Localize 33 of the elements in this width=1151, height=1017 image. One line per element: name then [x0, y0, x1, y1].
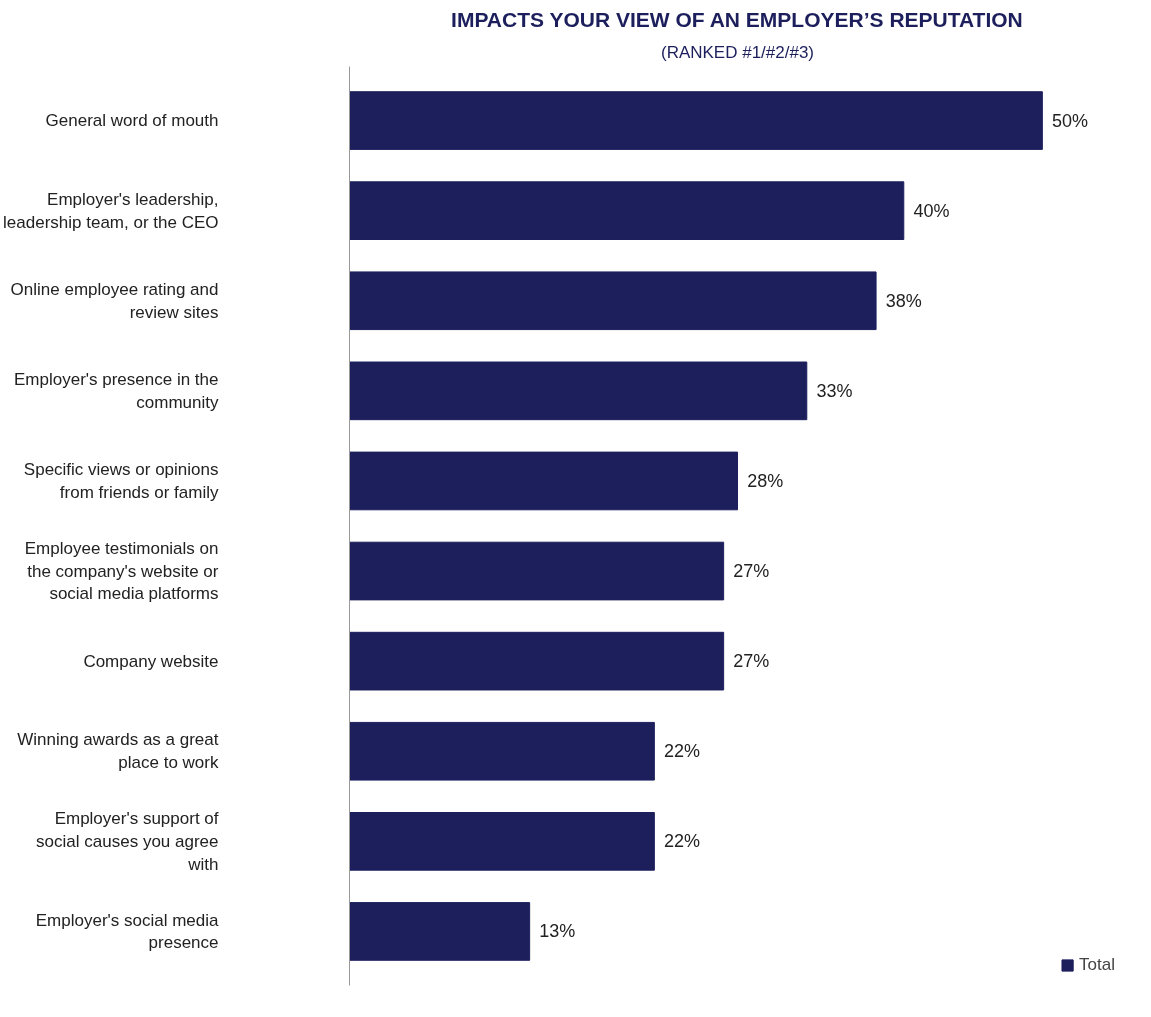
bar	[349, 451, 738, 511]
bar	[349, 812, 655, 871]
data-label: 28%	[747, 470, 784, 491]
data-label: 13%	[539, 921, 576, 942]
y-tick-label: General word of mouth	[45, 111, 219, 131]
y-tick-label: Company website	[83, 651, 219, 671]
chart-title: IMPACTS YOUR VIEW OF AN EMPLOYER’S REPUTATION	[451, 7, 1023, 31]
y-tick-label: Employer's presence in the community	[13, 369, 219, 412]
y-tick-label: Employee testimonials on the company's website or social media platforms	[24, 538, 219, 604]
y-tick-label: Online employee rating and review sites	[10, 279, 219, 322]
y-tick-label: Employer's support of social causes you agree with	[36, 809, 219, 874]
legend-label: Total	[1079, 955, 1115, 975]
chart-subtitle: (RANKED #1/#2/#3)	[660, 42, 815, 62]
data-label: 50%	[1052, 110, 1089, 131]
y-tick-label: Winning awards as a great place to work	[17, 730, 219, 773]
data-label: 40%	[913, 200, 950, 221]
y-tick-label: Employer's leadership, leadership team, or the CEO	[3, 189, 219, 232]
data-label: 22%	[664, 831, 701, 852]
bar	[349, 361, 808, 421]
data-label: 38%	[885, 290, 922, 311]
bar	[349, 181, 905, 240]
data-label: 27%	[733, 651, 770, 672]
data-label: 27%	[733, 561, 770, 582]
bar	[349, 902, 531, 961]
bar	[349, 271, 877, 331]
bar	[349, 721, 655, 781]
bar	[349, 631, 725, 691]
data-label: 33%	[816, 380, 853, 401]
y-tick-label: Specific views or opinions from friends or family	[23, 460, 219, 502]
data-label: 22%	[664, 741, 701, 762]
bar	[349, 91, 1043, 150]
y-tick-label: Employer's social media presence	[35, 910, 220, 953]
bar	[349, 541, 725, 601]
